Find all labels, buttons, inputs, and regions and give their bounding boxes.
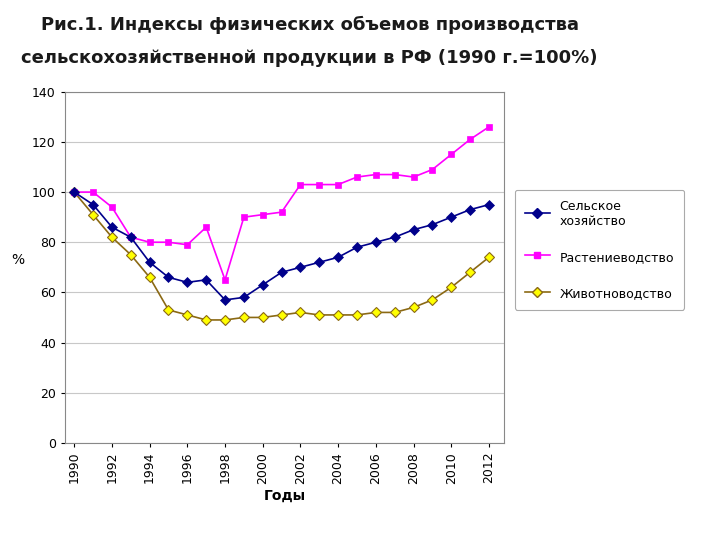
Legend: Сельское
хозяйство, Растениеводство, Животноводство: Сельское хозяйство, Растениеводство, Жив… <box>515 190 684 310</box>
Y-axis label: %: % <box>12 253 24 267</box>
X-axis label: Годы: Годы <box>264 489 305 503</box>
Text: сельскохозяйственной продукции в РФ (1990 г.=100%): сельскохозяйственной продукции в РФ (199… <box>22 49 598 66</box>
Text: Рис.1. Индексы физических объемов производства: Рис.1. Индексы физических объемов произв… <box>40 16 579 35</box>
